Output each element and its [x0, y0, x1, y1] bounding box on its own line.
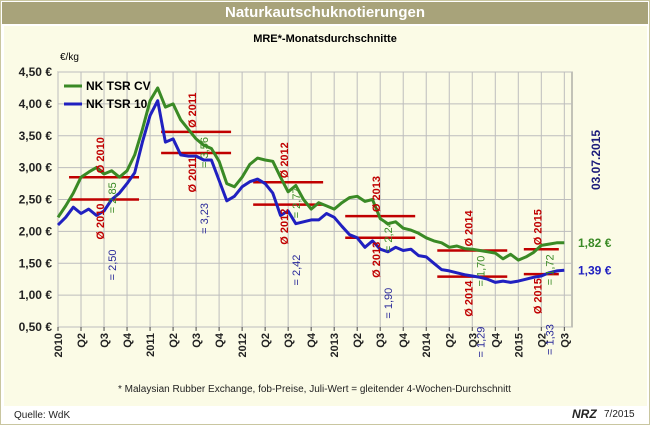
x-tick-label: Q2: [168, 333, 180, 348]
y-tick-label: 1,50 €: [19, 256, 53, 270]
x-tick-label: Q3: [375, 333, 387, 348]
x-tick-label: Q3: [559, 333, 571, 348]
source-label: Quelle: WdK: [14, 410, 71, 421]
average-label: Ø 2012: [279, 209, 291, 245]
series-line-cv: [56, 86, 565, 262]
average-value: = 3,56: [199, 137, 211, 168]
x-tick-label: Q2: [536, 333, 548, 348]
average-label: Ø 2010: [95, 204, 107, 240]
x-tick-label: Q4: [122, 332, 134, 348]
x-tick-label: Q2: [260, 333, 272, 348]
publisher-logo: NRZ: [572, 407, 597, 421]
average-label: Ø 2011: [187, 157, 199, 192]
x-tick-label: 2010: [53, 333, 65, 357]
x-tick-label: 2015: [513, 333, 525, 357]
average-value: = 2,24: [383, 221, 395, 252]
average-value: = 1,90: [383, 288, 395, 319]
x-tick-label: Q4: [398, 332, 410, 348]
average-label: Ø 2015: [532, 278, 544, 314]
average-label: Ø 2015: [532, 209, 544, 245]
series-line-tsr10: [56, 99, 565, 284]
x-tick-label: 2013: [329, 333, 341, 357]
y-tick-label: 0,50 €: [19, 320, 53, 334]
x-tick-label: Q3: [99, 333, 111, 348]
x-tick-label: Q2: [352, 333, 364, 348]
legend-label-cv: NK TSR CV: [86, 79, 151, 93]
average-label: Ø 2013: [371, 176, 383, 212]
x-tick-label: Q3: [191, 333, 203, 348]
x-tick-label: Q4: [490, 332, 502, 348]
end-value-label: 1,82 €: [578, 236, 612, 250]
y-tick-label: 2,00 €: [19, 224, 53, 238]
average-value: = 2,85: [107, 182, 119, 213]
average-value: = 1,72: [544, 254, 556, 285]
average-value: = 2,77: [291, 187, 303, 218]
chart-subtitle: MRE*-Monatsdurchschnitte: [253, 33, 397, 45]
average-label: Ø 2014: [463, 280, 475, 317]
end-value-label: 1,39 €: [578, 263, 612, 277]
publish-date: 7/2015: [604, 409, 635, 420]
x-tick-label: 2014: [421, 332, 433, 357]
y-tick-label: 3,50 €: [19, 129, 53, 143]
x-tick-label: 2011: [145, 333, 157, 357]
y-axis-unit: €/kg: [60, 52, 79, 63]
x-tick-label: Q2: [76, 333, 88, 348]
average-label: Ø 2010: [95, 137, 107, 173]
page-title: Naturkautschuknotierungen: [2, 2, 648, 24]
x-tick-label: 2012: [237, 333, 249, 357]
x-tick-label: Q4: [306, 332, 318, 348]
x-tick-label: Q3: [467, 333, 479, 348]
average-value: = 1,33: [544, 324, 556, 355]
y-tick-label: 4,50 €: [19, 65, 53, 79]
y-tick-label: 1,00 €: [19, 288, 53, 302]
average-label: Ø 2013: [371, 242, 383, 278]
y-tick-label: 4,00 €: [19, 97, 53, 111]
y-tick-label: 2,50 €: [19, 193, 53, 207]
average-value: = 2,42: [291, 255, 303, 286]
average-value: = 1,70: [475, 256, 487, 287]
average-label: Ø 2014: [463, 210, 475, 247]
average-value: = 1,29: [475, 327, 487, 358]
y-tick-label: 3,00 €: [19, 161, 53, 175]
x-tick-label: Q4: [214, 332, 226, 348]
footnote: * Malaysian Rubber Exchange, fob-Preise,…: [118, 384, 511, 395]
x-tick-label: Q2: [444, 333, 456, 348]
x-tick-label: Q3: [283, 333, 295, 348]
average-value: = 2,50: [107, 250, 119, 281]
average-value: = 3,23: [199, 203, 211, 234]
legend-label-tsr10: NK TSR 10: [86, 97, 148, 111]
date-label: 03.07.2015: [589, 130, 603, 190]
average-label: Ø 2011: [187, 92, 199, 127]
average-label: Ø 2012: [279, 142, 291, 178]
